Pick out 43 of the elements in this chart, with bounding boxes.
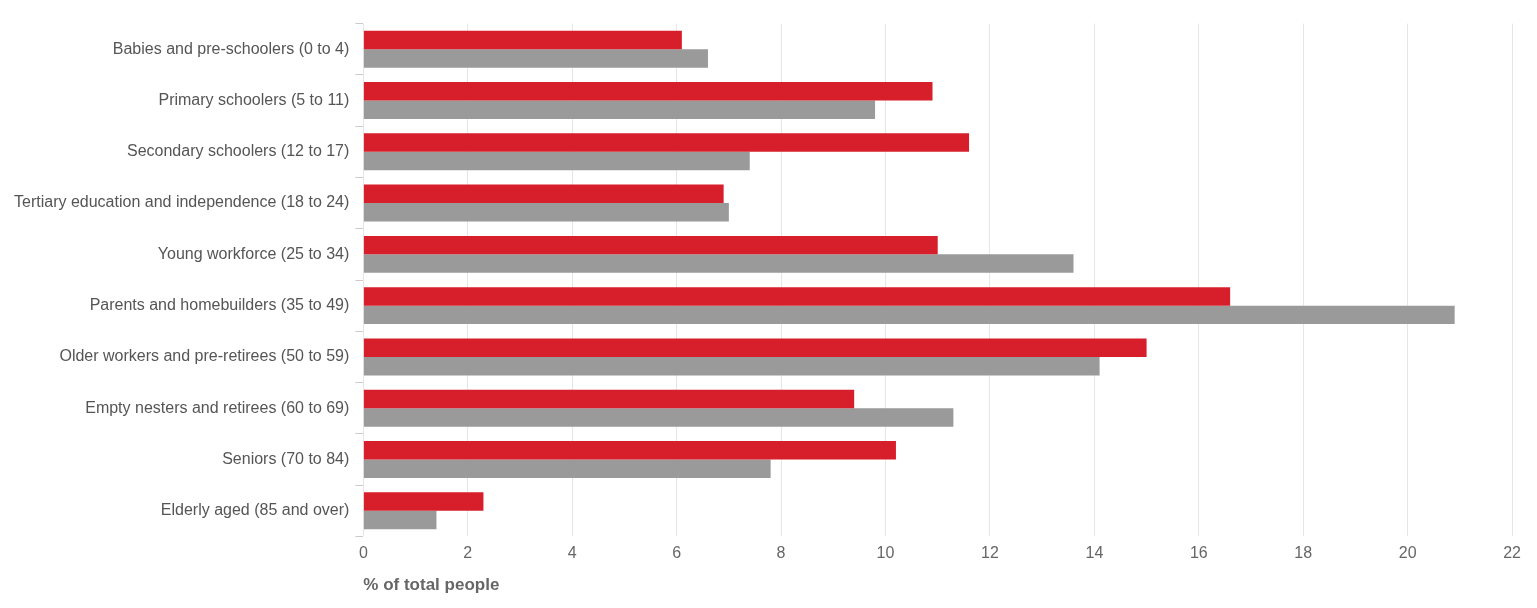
y-tick-label: Primary schoolers (5 to 11) xyxy=(158,90,350,108)
y-tick-label: Secondary schoolers (12 to 17) xyxy=(127,142,350,160)
bar xyxy=(363,441,896,460)
x-tick-label: 22 xyxy=(1503,544,1522,562)
bar xyxy=(363,151,750,171)
bar xyxy=(363,235,938,255)
x-tick-label: 4 xyxy=(567,544,577,562)
bar xyxy=(363,254,1074,273)
bar xyxy=(363,338,1147,357)
bar xyxy=(363,203,729,222)
x-tick-label: 18 xyxy=(1294,544,1313,562)
bar xyxy=(363,100,876,119)
bar xyxy=(363,82,933,101)
y-tick-label: Elderly aged (85 and over) xyxy=(160,501,350,519)
bar xyxy=(363,30,682,50)
bar xyxy=(363,184,724,204)
y-tick-label: Seniors (70 to 84) xyxy=(222,449,350,467)
x-tick-label: 2 xyxy=(463,544,473,562)
y-tick-label: Tertiary education and independence (18 to 24) xyxy=(14,193,350,211)
x-axis-title: % of total people xyxy=(363,575,500,595)
bar xyxy=(363,408,954,427)
bar xyxy=(363,492,484,511)
bar xyxy=(363,49,708,68)
bar xyxy=(363,133,970,152)
bar xyxy=(363,356,1100,376)
x-tick-label: 6 xyxy=(672,544,682,562)
x-tick-label: 10 xyxy=(876,544,895,562)
y-tick-label: Older workers and pre-retirees (50 to 59) xyxy=(59,347,350,365)
bar xyxy=(363,287,1231,306)
bar xyxy=(363,459,771,478)
y-tick-label: Empty nesters and retirees (60 to 69) xyxy=(85,398,350,416)
x-tick-label: 8 xyxy=(776,544,786,562)
x-tick-label: 16 xyxy=(1189,544,1208,562)
y-tick-label: Babies and pre-schoolers (0 to 4) xyxy=(112,39,350,57)
bar xyxy=(363,305,1455,325)
bar xyxy=(363,389,855,409)
x-tick-label: 20 xyxy=(1398,544,1417,562)
y-tick-label: Young workforce (25 to 34) xyxy=(157,244,350,262)
bar xyxy=(363,510,437,530)
x-tick-label: 0 xyxy=(358,544,368,562)
y-tick-label: Parents and homebuilders (35 to 49) xyxy=(89,296,350,314)
x-tick-label: 12 xyxy=(981,544,999,562)
x-tick-label: 14 xyxy=(1085,544,1104,562)
